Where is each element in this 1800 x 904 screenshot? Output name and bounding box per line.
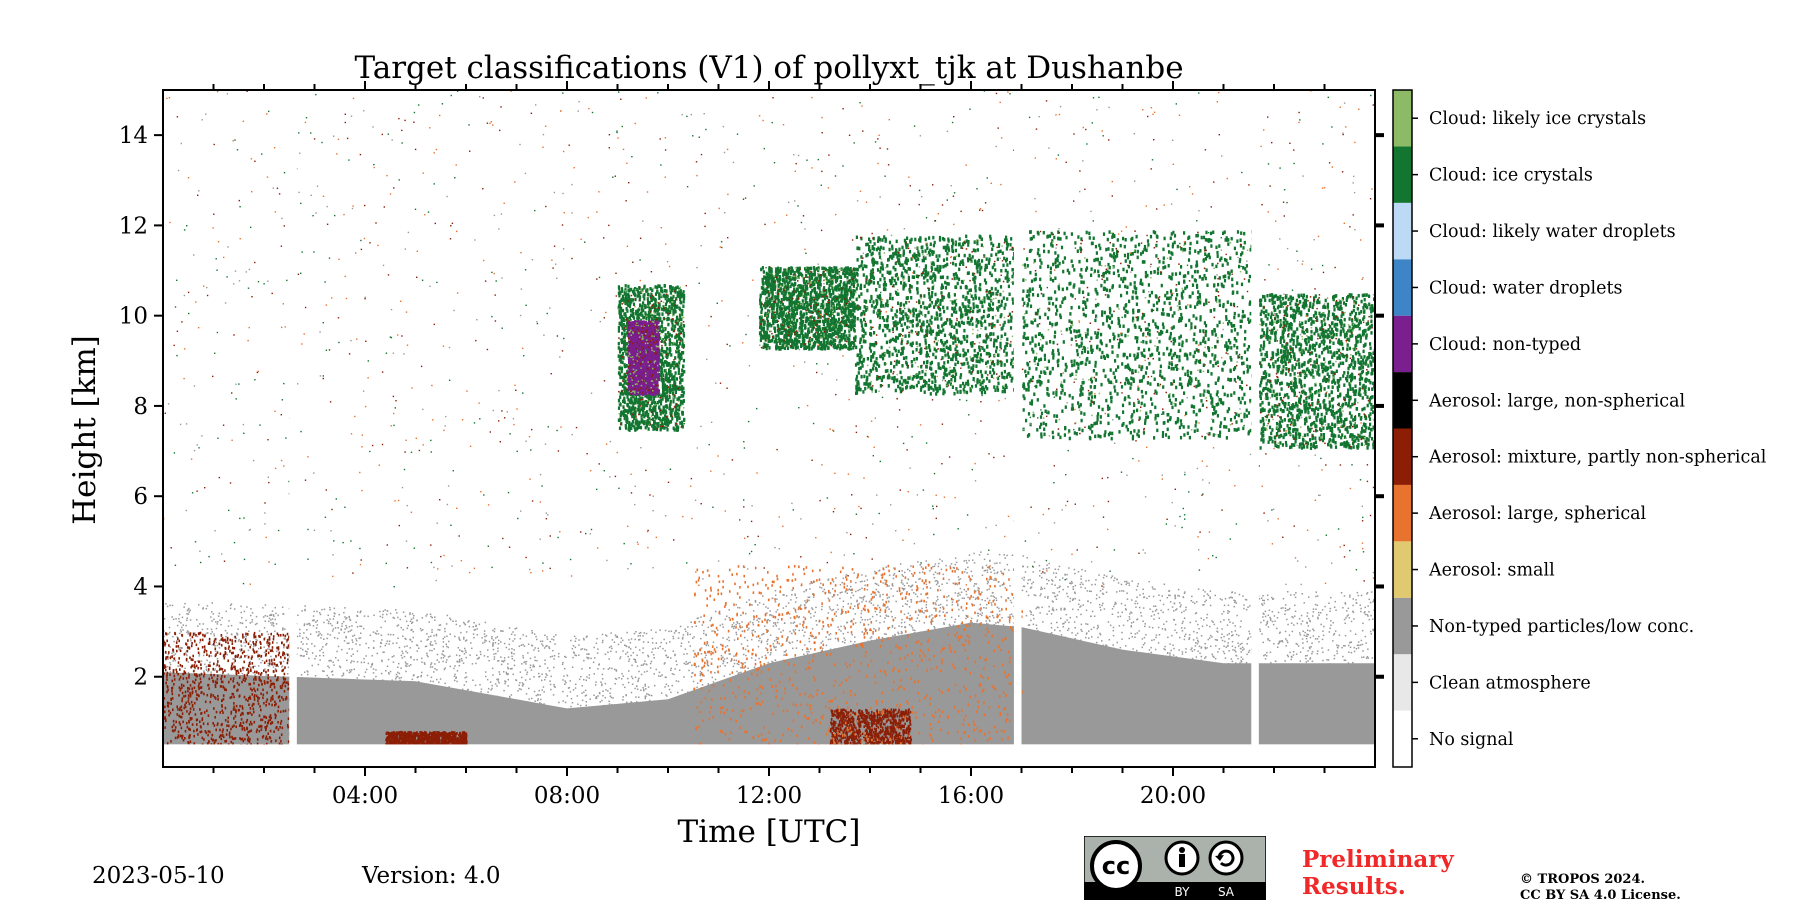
y-tick-label: 12 [119, 213, 148, 239]
y-tick-label: 14 [119, 123, 148, 149]
legend-label: Aerosol: small [1428, 561, 1555, 581]
version-label: Version: 4.0 [362, 863, 501, 889]
copyright-line-2: CC BY SA 4.0 License. [1520, 888, 1681, 904]
legend-swatch [1393, 541, 1412, 597]
x-tick-label: 20:00 [1140, 783, 1206, 809]
legend-label: Aerosol: large, non-spherical [1428, 391, 1686, 411]
region-10 [1259, 293, 1377, 450]
legend-label: Non-typed particles/low conc. [1429, 617, 1694, 637]
legend-swatch [1393, 90, 1412, 146]
sa-label: SA [1218, 885, 1235, 899]
legend-label: Cloud: likely water droplets [1429, 222, 1676, 242]
copyright-notice: © TROPOS 2024. CC BY SA 4.0 License. [1520, 872, 1681, 904]
legend-swatch [1393, 485, 1412, 541]
legend-swatch [1393, 146, 1412, 202]
legend-swatch [1393, 711, 1412, 767]
legend-swatch [1393, 429, 1412, 485]
y-tick-label: 2 [133, 665, 148, 691]
y-tick-label: 8 [133, 394, 148, 420]
class-legend: No signal Clean atmosphere Non-typed parti… [1393, 90, 1767, 767]
cc-icon: cc [1102, 852, 1130, 880]
legend-label: No signal [1429, 730, 1514, 750]
legend-label: Clean atmosphere [1429, 673, 1591, 693]
y-tick-label: 10 [119, 304, 148, 330]
y-tick-label: 6 [133, 484, 148, 510]
legend-label: Aerosol: mixture, partly non-spherical [1428, 448, 1767, 468]
legend-swatch [1393, 203, 1412, 259]
plot-area [163, 90, 1377, 767]
legend-label: Cloud: non-typed [1429, 335, 1581, 355]
x-tick-label: 16:00 [938, 783, 1004, 809]
preliminary-line-1: Preliminary [1302, 846, 1454, 873]
y-tick-label: 4 [133, 574, 148, 600]
legend-swatch [1393, 654, 1412, 710]
below-range [163, 744, 1375, 767]
x-tick-label: 08:00 [534, 783, 600, 809]
sa-icon [1210, 842, 1242, 874]
legend-label: Cloud: water droplets [1429, 278, 1622, 298]
chart-title: Target classifications (V1) of pollyxt_t… [354, 50, 1183, 86]
cc-by-sa-badge: cc BY SA [1084, 836, 1266, 900]
data-gap-1 [1014, 90, 1022, 767]
region-7 [759, 266, 857, 351]
legend-label: Cloud: ice crystals [1429, 166, 1593, 186]
region-9 [1022, 230, 1254, 440]
y-axis-label: Height [km] [67, 335, 103, 525]
x-tick-label: 12:00 [736, 783, 802, 809]
legend-label: Aerosol: large, spherical [1428, 504, 1647, 524]
copyright-line-1: © TROPOS 2024. [1520, 872, 1681, 888]
preliminary-notice: Preliminary Results. [1302, 846, 1454, 900]
x-tick-label: 04:00 [332, 783, 398, 809]
data-gap-0 [289, 90, 297, 767]
date-label: 2023-05-10 [92, 863, 225, 889]
preliminary-line-2: Results. [1302, 873, 1454, 900]
region-6 [628, 320, 661, 396]
legend-swatch [1393, 316, 1412, 372]
x-axis-label: Time [UTC] [678, 814, 861, 850]
legend-swatch [1393, 372, 1412, 428]
region-8 [855, 235, 1016, 396]
legend-swatch [1393, 598, 1412, 654]
legend-label: Cloud: likely ice crystals [1429, 109, 1646, 129]
by-label: BY [1175, 885, 1191, 899]
data-gap-2 [1251, 90, 1259, 767]
legend-swatch [1393, 259, 1412, 315]
